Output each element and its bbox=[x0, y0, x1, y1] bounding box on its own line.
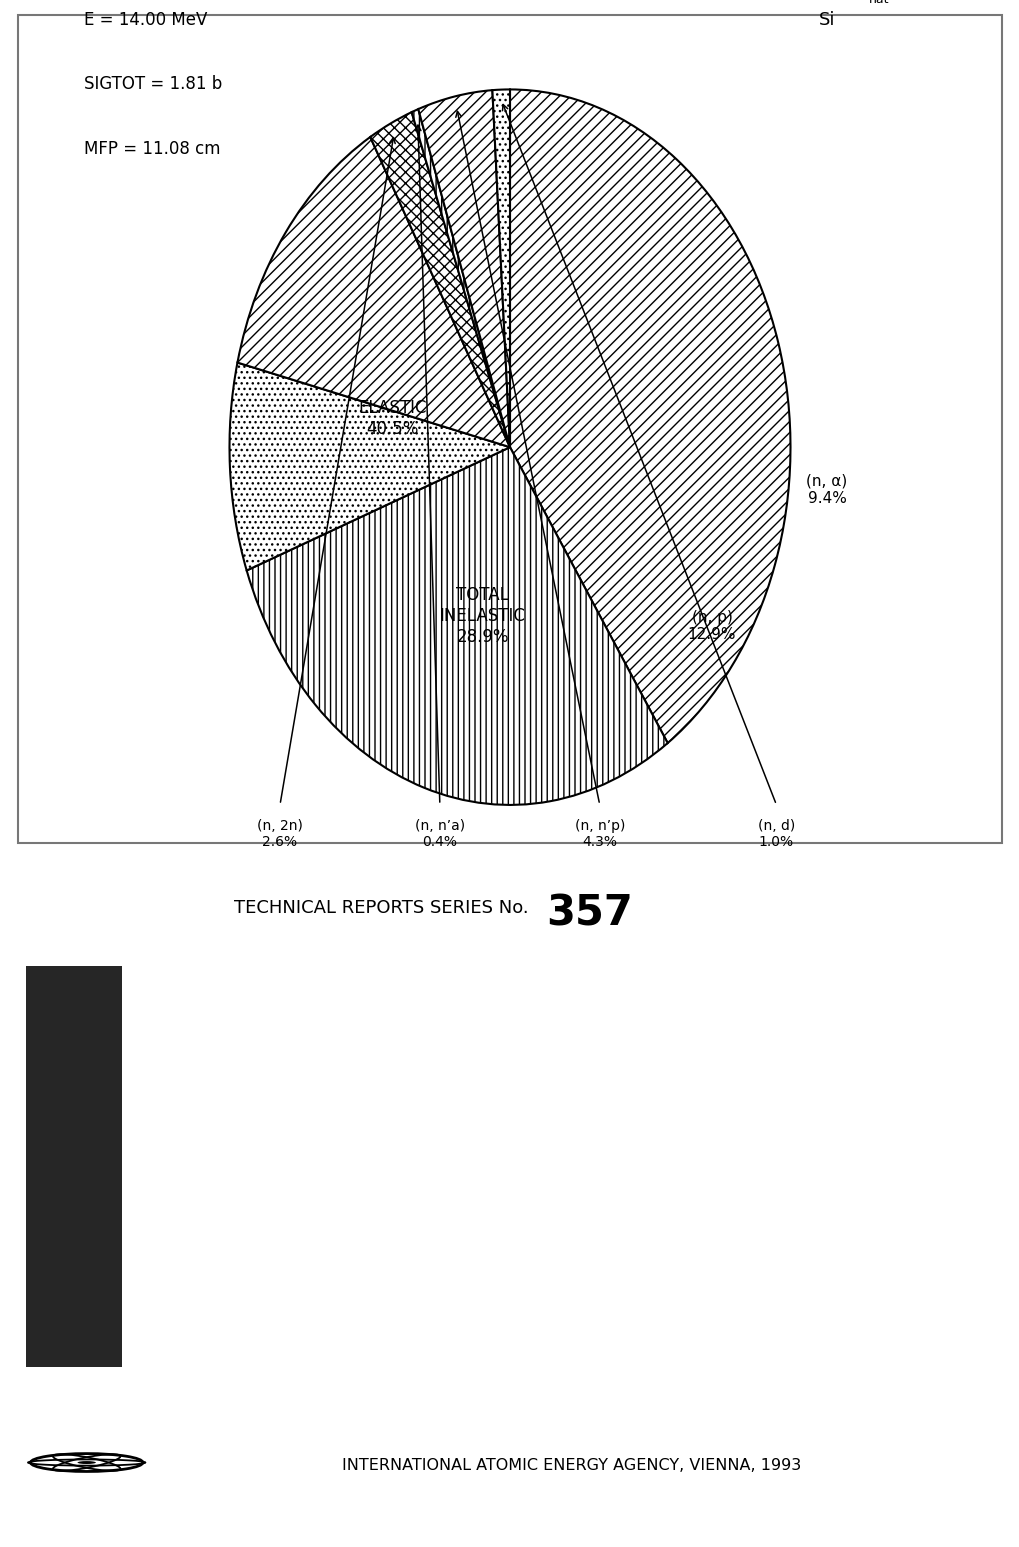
Text: and Mineral Analysis: and Mineral Analysis bbox=[325, 1252, 796, 1292]
Wedge shape bbox=[370, 111, 510, 447]
Text: (n, nʼp)
4.3%: (n, nʼp) 4.3% bbox=[574, 820, 625, 849]
Text: SIGTOT = 1.81 b: SIGTOT = 1.81 b bbox=[84, 76, 222, 93]
Wedge shape bbox=[418, 90, 510, 447]
Text: TECHNICAL REPORTS SERIES No.: TECHNICAL REPORTS SERIES No. bbox=[234, 899, 540, 917]
Text: nat: nat bbox=[868, 0, 889, 6]
Text: E = 14.00 MeV: E = 14.00 MeV bbox=[84, 11, 207, 29]
Text: INTERNATIONAL ATOMIC ENERGY AGENCY, VIENNA, 1993: INTERNATIONAL ATOMIC ENERGY AGENCY, VIEN… bbox=[341, 1459, 800, 1473]
Text: (n, d)
1.0%: (n, d) 1.0% bbox=[757, 820, 795, 849]
Wedge shape bbox=[229, 362, 510, 571]
Text: 357: 357 bbox=[545, 893, 632, 934]
Text: Borehole Logging: Borehole Logging bbox=[361, 1146, 760, 1187]
Text: Si: Si bbox=[818, 11, 835, 29]
Wedge shape bbox=[237, 138, 510, 447]
Wedge shape bbox=[510, 90, 790, 743]
Wedge shape bbox=[412, 110, 510, 447]
Text: (n, α)
9.4%: (n, α) 9.4% bbox=[806, 473, 847, 506]
FancyBboxPatch shape bbox=[25, 965, 122, 1368]
Text: (n, p)
12.9%: (n, p) 12.9% bbox=[687, 610, 736, 642]
Wedge shape bbox=[492, 90, 510, 447]
Text: Handbook on Nuclear Data for: Handbook on Nuclear Data for bbox=[217, 1041, 904, 1081]
Text: ELASTIC
40.5%: ELASTIC 40.5% bbox=[358, 399, 426, 438]
Wedge shape bbox=[247, 447, 667, 804]
Text: (n, 2n)
2.6%: (n, 2n) 2.6% bbox=[257, 820, 303, 849]
Text: MFP = 11.08 cm: MFP = 11.08 cm bbox=[84, 139, 220, 158]
Text: (n, nʼa)
0.4%: (n, nʼa) 0.4% bbox=[415, 820, 465, 849]
Circle shape bbox=[77, 1460, 96, 1463]
Text: TOTAL
INELASTIC
28.9%: TOTAL INELASTIC 28.9% bbox=[439, 586, 525, 647]
